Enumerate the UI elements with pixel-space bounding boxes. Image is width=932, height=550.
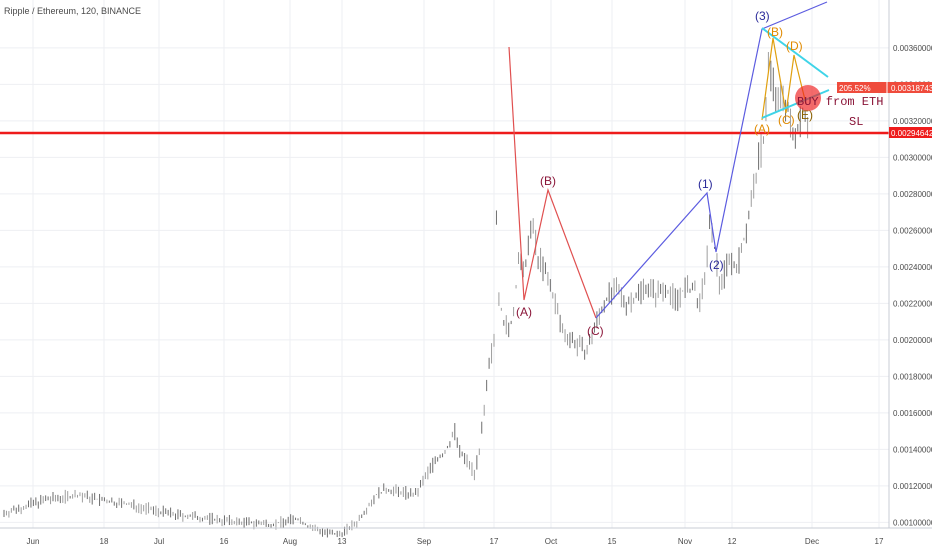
- buy-annotation: BUY from ETH: [797, 95, 883, 109]
- y-tick-label: 0.00260000: [893, 226, 932, 235]
- y-tick-label: 0.00120000: [893, 482, 932, 491]
- y-tick-label: 0.00280000: [893, 190, 932, 199]
- y-tick-label: 0.00160000: [893, 409, 932, 418]
- y-tick-label: 0.00240000: [893, 263, 932, 272]
- current-price-label: 0.00318743: [891, 84, 932, 93]
- y-tick-label: 0.00320000: [893, 117, 932, 126]
- wave-label-c1: (C): [587, 324, 604, 338]
- current-pct-label: 205.52%: [839, 84, 871, 93]
- x-tick-label: 18: [100, 537, 109, 546]
- x-tick-label: Jul: [154, 537, 164, 546]
- y-tick-label: 0.00220000: [893, 299, 932, 308]
- time-axis[interactable]: Jun 18 Jul 16 Aug 13 Sep 17 Oct 15 Nov 12 Dec 17: [27, 537, 884, 546]
- y-tick-label: 0.00140000: [893, 445, 932, 454]
- y-tick-label: 0.00200000: [893, 336, 932, 345]
- wave-label-b1: (B): [540, 174, 556, 188]
- x-tick-label: 12: [728, 537, 737, 546]
- wave-label-1: (1): [698, 177, 713, 191]
- price-series: [3, 52, 809, 538]
- wave-label-a1: (A): [516, 305, 532, 319]
- x-tick-label: 17: [490, 537, 499, 546]
- grid-lines: [0, 0, 889, 528]
- x-tick-label: 13: [338, 537, 347, 546]
- y-tick-label: 0.00300000: [893, 153, 932, 162]
- x-tick-label: Aug: [283, 537, 297, 546]
- y-tick-label: 0.00100000: [893, 518, 932, 527]
- x-tick-label: Dec: [805, 537, 819, 546]
- stop-loss-price-label: 0.00294642: [891, 129, 932, 138]
- wave-label-c2: (C): [778, 113, 795, 127]
- price-axis[interactable]: 0.003600000.003400000.003200000.00300000…: [893, 44, 932, 550]
- x-tick-label: Nov: [678, 537, 692, 546]
- wave-label-2: (2): [709, 258, 724, 272]
- x-tick-label: Sep: [417, 537, 432, 546]
- chart-title: Ripple / Ethereum, 120, BINANCE: [4, 6, 141, 16]
- buy-marker[interactable]: [795, 85, 821, 111]
- y-tick-label: 0.00360000: [893, 44, 932, 53]
- triangle-upper-trendline: [761, 27, 829, 78]
- wave-label-d2: (D): [786, 39, 803, 53]
- current-price-tag: 205.52% 0.00318743: [837, 82, 932, 93]
- stop-loss-annotation: SL: [849, 115, 863, 129]
- impulse-wave: [595, 1, 828, 319]
- triangle-wave: [761, 37, 807, 121]
- x-tick-label: Oct: [545, 537, 558, 546]
- x-tick-label: 17: [875, 537, 884, 546]
- stop-loss-price-tag: 0.00294642: [889, 127, 932, 138]
- wave-label-e2: (E): [797, 108, 813, 122]
- abc-correction-wave: [508, 46, 597, 319]
- y-tick-label: 0.00180000: [893, 372, 932, 381]
- wave-label-a2: (A): [754, 122, 770, 136]
- x-tick-label: 16: [220, 537, 229, 546]
- x-tick-label: 15: [608, 537, 617, 546]
- x-tick-label: Jun: [27, 537, 40, 546]
- wave-label-3: (3): [755, 9, 770, 23]
- wave-label-b2: (B): [767, 25, 783, 39]
